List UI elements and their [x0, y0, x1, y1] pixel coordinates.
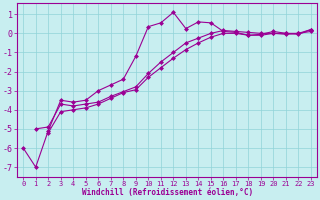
X-axis label: Windchill (Refroidissement éolien,°C): Windchill (Refroidissement éolien,°C)	[82, 188, 253, 197]
